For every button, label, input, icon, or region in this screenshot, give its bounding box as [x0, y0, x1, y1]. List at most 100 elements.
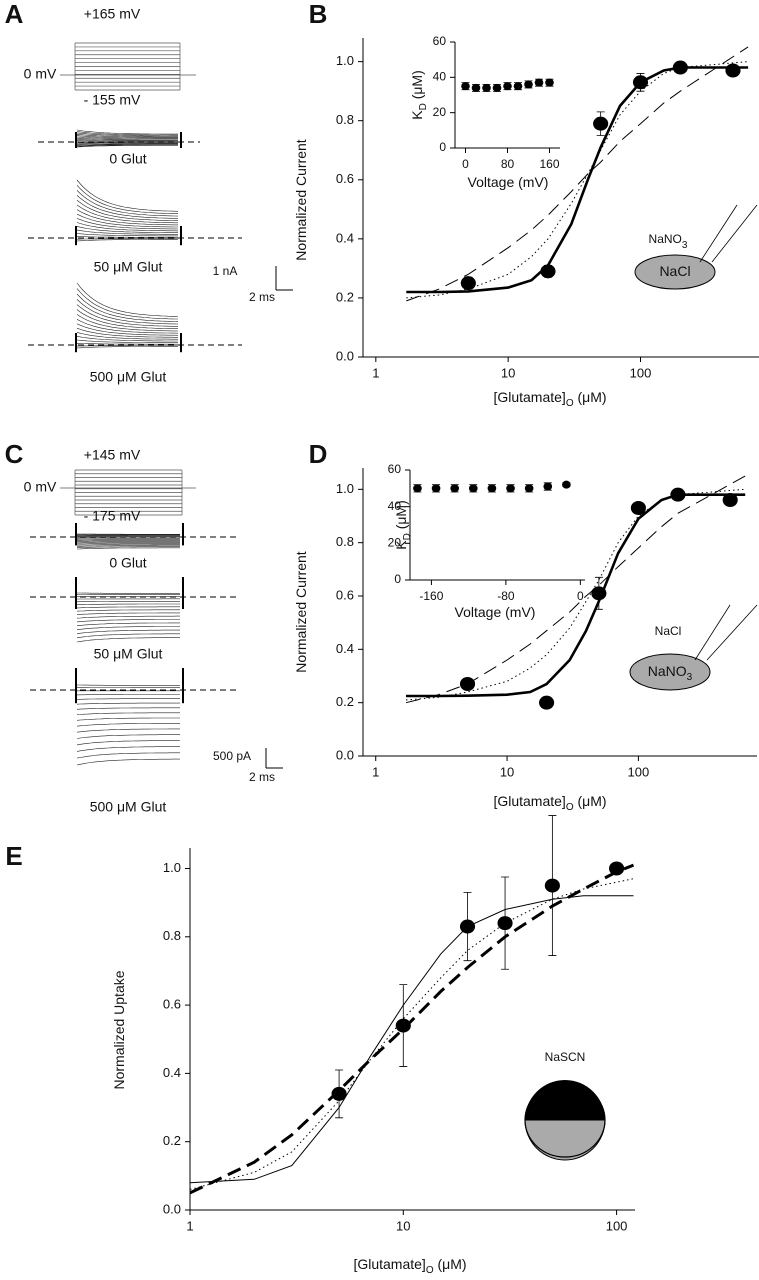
current-trace — [76, 629, 180, 634]
y-tick-label: 0.6 — [336, 587, 354, 602]
solution-label: NaCl — [655, 624, 682, 638]
fit-curve — [405, 475, 746, 704]
text-part: [Glutamate] — [353, 1256, 425, 1272]
current-trace — [76, 139, 178, 141]
data-point — [459, 677, 476, 691]
current-trace — [76, 229, 178, 235]
text-part: [Glutamate] — [493, 389, 565, 405]
panel-letter: E — [5, 841, 22, 871]
current-trace — [76, 545, 180, 547]
x-tick-label: 100 — [606, 1218, 628, 1233]
data-point — [524, 484, 534, 493]
y-tick-label: 0.2 — [336, 289, 354, 304]
data-point — [331, 1086, 347, 1101]
text-part: (μM) — [574, 389, 607, 405]
current-trace — [76, 143, 178, 145]
data-point — [513, 82, 523, 91]
data-point — [497, 916, 513, 931]
cell-bottom — [524, 1119, 606, 1161]
data-point — [609, 861, 625, 876]
y-tick-label: 1.0 — [163, 860, 181, 875]
x-tick-label: -80 — [497, 589, 515, 603]
current-trace — [76, 612, 180, 615]
data-point — [725, 63, 741, 78]
data-point — [471, 83, 481, 92]
current-trace — [77, 603, 180, 605]
data-point — [562, 480, 571, 489]
data-point — [395, 1018, 411, 1033]
condition-label: 0 Glut — [109, 555, 146, 571]
data-point — [672, 60, 688, 75]
x-tick-label: 100 — [630, 365, 652, 380]
text-part: Voltage (mV) — [455, 604, 536, 620]
text-part: O — [426, 1265, 434, 1276]
text-part: NaNO — [648, 663, 687, 679]
current-trace — [76, 345, 178, 347]
x-tick-label: 10 — [396, 1218, 410, 1233]
current-trace — [76, 746, 180, 752]
current-trace — [76, 218, 179, 230]
data-point — [460, 276, 476, 291]
condition-label: 500 μM Glut — [90, 369, 167, 385]
current-trace — [76, 343, 178, 345]
text-part: Voltage (mV) — [468, 174, 549, 190]
y-tick-label: 0.6 — [336, 171, 354, 186]
voltage-label: 0 mV — [24, 66, 57, 82]
y-tick-label: 1.0 — [336, 481, 354, 496]
data-point — [593, 116, 609, 131]
fit-curve — [405, 488, 746, 701]
current-trace — [76, 319, 179, 334]
current-trace — [76, 184, 179, 214]
data-point — [539, 695, 555, 710]
y-tick-label: 0.0 — [336, 747, 354, 762]
y-tick-label: 0.2 — [163, 1133, 181, 1148]
fit-curve — [189, 895, 634, 1184]
current-trace — [76, 601, 180, 603]
x-tick-label: 10 — [500, 764, 514, 779]
solution-label: NaNO3 — [649, 232, 688, 250]
current-trace — [76, 134, 178, 138]
data-point — [461, 82, 470, 91]
current-trace — [76, 758, 180, 766]
current-trace — [76, 222, 179, 232]
current-trace — [76, 544, 180, 546]
x-tick-label: 0 — [462, 157, 469, 171]
panel-letter: D — [309, 439, 328, 469]
current-trace — [76, 199, 178, 221]
current-trace — [76, 179, 179, 212]
solution-label: NaCl — [659, 263, 690, 279]
current-trace — [76, 304, 179, 327]
x-axis-label: Voltage (mV) — [468, 174, 549, 190]
voltage-label: +165 mV — [84, 6, 141, 22]
data-point — [506, 484, 515, 493]
y-tick-label: 0.4 — [336, 230, 354, 245]
data-point — [545, 78, 554, 87]
voltage-label: - 155 mV — [84, 92, 141, 108]
y-tick-label: 0.0 — [163, 1201, 181, 1216]
x-tick-label: -160 — [419, 589, 443, 603]
text-part: Normalized Current — [293, 139, 309, 260]
fit-curve — [406, 46, 749, 302]
current-trace — [76, 637, 180, 643]
y-tick-label: 20 — [433, 105, 447, 119]
current-trace — [76, 129, 178, 135]
condition-label: 500 μM Glut — [90, 799, 167, 815]
current-trace — [76, 542, 180, 544]
y-tick-label: 0.8 — [336, 534, 354, 549]
text-part: (μM) — [434, 1256, 467, 1272]
data-point — [534, 78, 544, 87]
current-trace — [76, 288, 178, 320]
text-part: 3 — [682, 240, 688, 251]
data-point — [482, 83, 491, 92]
y-tick-label: 20 — [388, 536, 402, 550]
pipette — [699, 204, 738, 263]
cell-top — [525, 1080, 605, 1120]
current-trace — [76, 323, 179, 336]
data-point — [540, 264, 556, 279]
voltage-label: - 175 mV — [84, 508, 141, 524]
x-axis-label: [Glutamate]O (μM) — [353, 1256, 466, 1276]
voltage-label: +145 mV — [84, 447, 141, 463]
current-trace — [76, 309, 178, 329]
scale-label: 1 nA — [213, 264, 238, 278]
